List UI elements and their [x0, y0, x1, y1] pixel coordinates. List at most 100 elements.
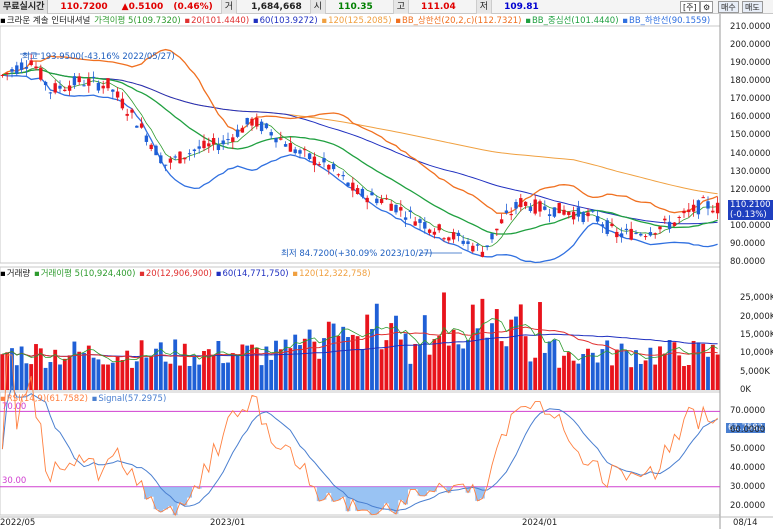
buy-button[interactable]: 매수 [718, 1, 739, 13]
candle-body [615, 231, 619, 238]
ma20-legend: 20(101.4440) [191, 16, 250, 26]
current-price-marker-pct: (-0.13%) [730, 210, 767, 220]
price-axis-tick: 190.0000 [730, 58, 771, 69]
candle-body [485, 245, 489, 248]
candle-body [317, 164, 321, 166]
candle-body [451, 232, 456, 240]
volume-bar [710, 344, 715, 390]
volume-bar [125, 350, 130, 390]
rsi-upper-label: 70.00 [2, 402, 27, 412]
volume-axis-tick: 25,000K [740, 293, 773, 304]
volume-bar [226, 362, 230, 390]
candle-body [197, 146, 201, 149]
volume-bar [139, 340, 144, 390]
sell-button[interactable]: 매도 [742, 1, 763, 13]
candle-body [427, 229, 432, 233]
candle-body [101, 85, 105, 89]
date-axis-tick: 2024/01 [522, 518, 558, 528]
candle-body [586, 212, 590, 217]
volume-bar [374, 303, 379, 390]
volume-bar [677, 355, 682, 390]
volume-bar [413, 343, 418, 390]
volume-bar [576, 363, 581, 390]
volume-bar [264, 346, 269, 390]
candle-body [528, 206, 533, 211]
volume-bar [322, 338, 326, 390]
candle-body [149, 144, 153, 149]
high-key: 고 [392, 0, 410, 14]
volume-bar [533, 357, 538, 390]
candle-body [442, 238, 446, 240]
rsi-axis-tick: 70.0000 [730, 406, 766, 417]
volume-bar [403, 333, 408, 390]
candle-body [125, 113, 129, 116]
volume-bar [187, 365, 192, 390]
volume-bar [317, 358, 322, 390]
volume-bar [619, 343, 624, 390]
candle-body [634, 232, 638, 234]
volume-bar [648, 347, 653, 390]
candle-body [509, 213, 513, 216]
market-select-button[interactable]: [주] [680, 1, 700, 13]
candle-body [461, 240, 465, 244]
volume-bar [274, 340, 278, 390]
candle-body [711, 210, 715, 213]
candle-body [701, 197, 705, 199]
gear-icon[interactable]: ⚙ [700, 1, 714, 13]
volume-bar [216, 340, 221, 390]
volume-bar [470, 304, 475, 390]
candle-body [240, 127, 245, 133]
volume-bar [514, 316, 518, 390]
volume-bar [715, 354, 720, 390]
rsi-title: RSI(14,9)(61.7582) [6, 394, 88, 404]
volume-bar [485, 337, 490, 390]
volume-bar [394, 315, 398, 390]
price-axis-tick: 160.0000 [730, 112, 771, 123]
volume-bar [259, 365, 264, 390]
volume-bar [341, 326, 346, 390]
candle-body [48, 92, 53, 94]
candle-body [96, 82, 101, 91]
candle-body [67, 85, 72, 91]
candle-body [715, 202, 720, 214]
volume-bar [293, 334, 298, 390]
volume-bar [595, 362, 600, 390]
bb-upper-line [2, 48, 718, 214]
volume-bar [466, 340, 470, 390]
volume-bar [446, 345, 451, 390]
volume-bar [581, 354, 586, 390]
candle-body [53, 83, 57, 93]
rsi-axis-tick: 50.0000 [730, 444, 766, 455]
volume-bar [475, 328, 480, 390]
volume-bar [451, 329, 456, 390]
candle-body [499, 219, 504, 224]
current-price-marker-value: 110.2100 [730, 200, 771, 210]
candle-body [413, 221, 417, 226]
candle-body [471, 245, 475, 252]
open-key: 시 [309, 0, 327, 14]
rsi-signal-legend: Signal(57.2975) [98, 394, 167, 404]
volume-bar [144, 357, 149, 390]
volume-bar [590, 352, 595, 390]
current-price: 110.7200 [60, 1, 108, 12]
volume-bar [557, 367, 562, 390]
candle-body [312, 156, 317, 166]
vol-ma5-line [2, 318, 718, 363]
realtime-mode-label[interactable]: 무료실시간 [0, 0, 49, 14]
candle-body [322, 158, 326, 163]
candle-body [351, 182, 355, 191]
bb-mid-legend: BB_중심선(101.4440) [531, 16, 619, 26]
volume-bar [58, 364, 62, 390]
candle-body [514, 202, 518, 209]
volume-bar [254, 347, 259, 390]
candle-body [341, 175, 345, 177]
candle-body [495, 228, 499, 231]
volume-bar [643, 360, 648, 390]
volume-bar [605, 340, 610, 390]
candle-body [29, 60, 33, 66]
low-key: 저 [475, 0, 493, 14]
candle-body [346, 182, 350, 186]
volume-axis-tick: 20,000K [740, 311, 773, 322]
volume-bar [182, 343, 187, 390]
